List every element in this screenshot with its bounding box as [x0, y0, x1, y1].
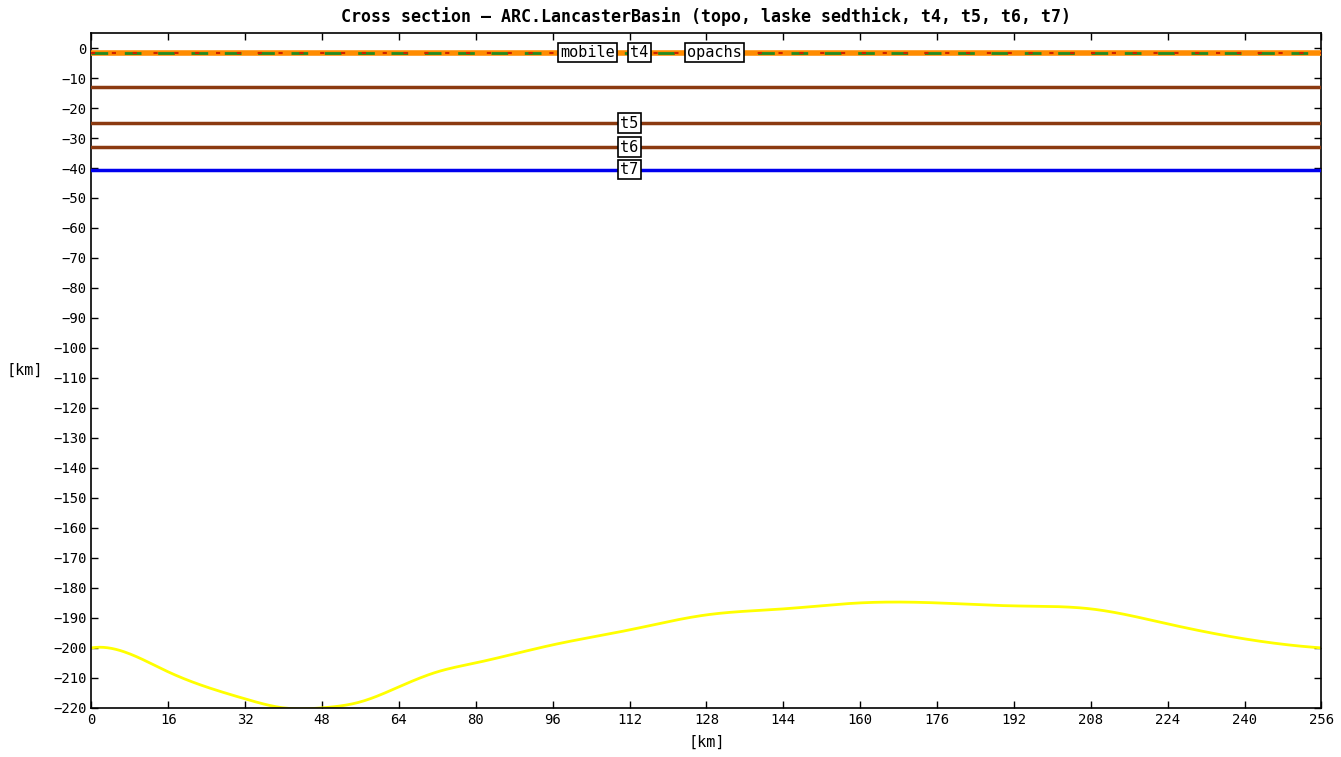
Title: Cross section – ARC.LancasterBasin (topo, laske sedthick, t4, t5, t6, t7): Cross section – ARC.LancasterBasin (topo…	[342, 7, 1071, 26]
Y-axis label: [km]: [km]	[7, 363, 43, 378]
Text: opachs: opachs	[687, 45, 742, 60]
Text: t5: t5	[621, 116, 638, 130]
X-axis label: [km]: [km]	[688, 735, 724, 750]
Text: mobile: mobile	[561, 45, 616, 60]
Text: t7: t7	[621, 162, 638, 177]
Text: t6: t6	[621, 139, 638, 154]
Text: t4: t4	[630, 45, 648, 60]
